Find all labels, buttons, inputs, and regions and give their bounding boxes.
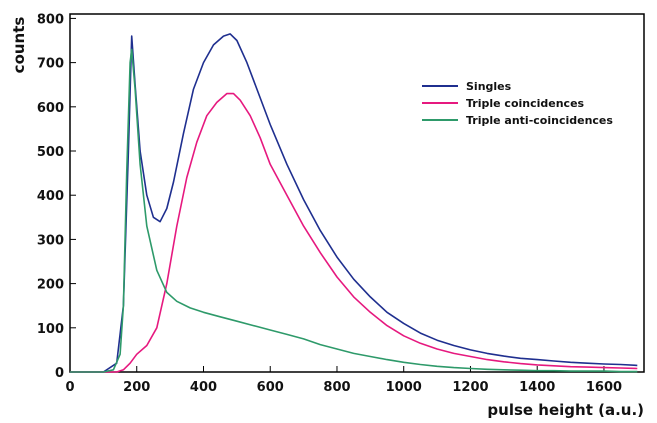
y-tick-label: 400 <box>37 189 64 204</box>
y-tick-label: 500 <box>37 145 64 160</box>
series-line-2 <box>70 48 638 373</box>
series-layer <box>70 33 638 373</box>
plot-frame <box>69 13 645 373</box>
series-line-0 <box>70 33 638 373</box>
y-tick-label: 100 <box>37 322 64 337</box>
legend-label-2: Triple anti-coincidences <box>466 114 613 127</box>
y-tick-label: 600 <box>37 101 64 116</box>
x-tick-label: 200 <box>123 380 150 395</box>
legend: Singles Triple coincidences Triple anti-co… <box>422 80 613 127</box>
y-tick-label: 200 <box>37 278 64 293</box>
y-axis-title: counts <box>10 17 28 74</box>
y-tick-label: 800 <box>37 12 64 27</box>
x-tick-label: 1400 <box>519 380 555 395</box>
y-tick-label: 0 <box>55 366 64 381</box>
legend-label-1: Triple coincidences <box>466 97 585 110</box>
x-axis-ticks: 0 200 400 600 800 1000 1200 1400 1600 <box>65 366 622 395</box>
y-tick-label: 300 <box>37 233 64 248</box>
series-line-1 <box>70 92 638 373</box>
x-tick-label: 0 <box>65 380 74 395</box>
x-tick-label: 400 <box>190 380 217 395</box>
y-tick-label: 700 <box>37 57 64 72</box>
x-axis-title: pulse height (a.u.) <box>487 401 644 419</box>
x-tick-label: 600 <box>257 380 284 395</box>
legend-label-0: Singles <box>466 80 512 93</box>
x-tick-label: 1600 <box>586 380 622 395</box>
x-tick-label: 1000 <box>386 380 422 395</box>
x-tick-label: 1200 <box>452 380 488 395</box>
x-tick-label: 800 <box>323 380 350 395</box>
